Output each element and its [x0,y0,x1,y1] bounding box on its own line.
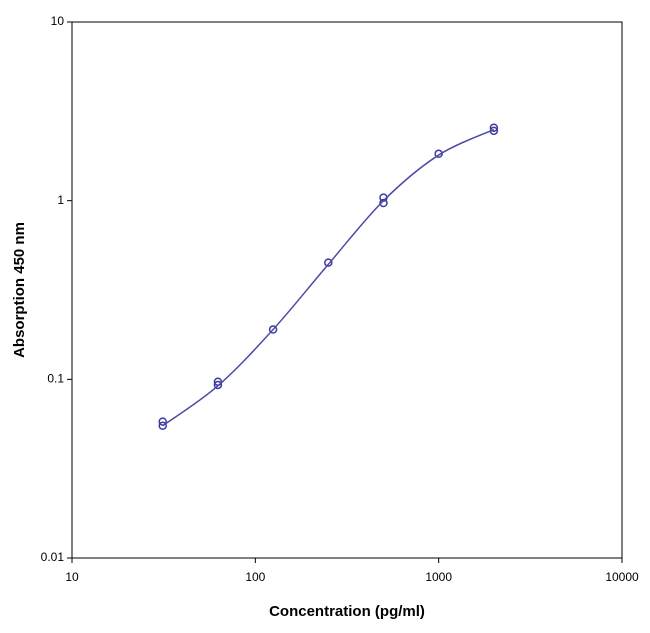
x-tick-label: 10000 [605,570,639,584]
y-tick-label: 10 [51,14,65,28]
fit-curve [162,128,495,427]
y-tick-label: 0.1 [47,372,64,386]
data-point [158,421,167,430]
y-tick-label: 0.01 [41,550,65,564]
x-tick-label: 10 [65,570,79,584]
x-tick-label: 1000 [425,570,452,584]
data-point [213,380,223,390]
data-point [489,123,499,132]
data-point [324,258,333,267]
x-axis-title: Concentration (pg/ml) [269,603,425,620]
x-tick-label: 100 [245,570,265,584]
data-point [379,198,388,208]
y-tick-label: 1 [57,193,64,207]
y-axis-title: Absorption 450 nm [11,222,28,358]
data-point [268,325,278,334]
plot-frame [71,21,623,559]
